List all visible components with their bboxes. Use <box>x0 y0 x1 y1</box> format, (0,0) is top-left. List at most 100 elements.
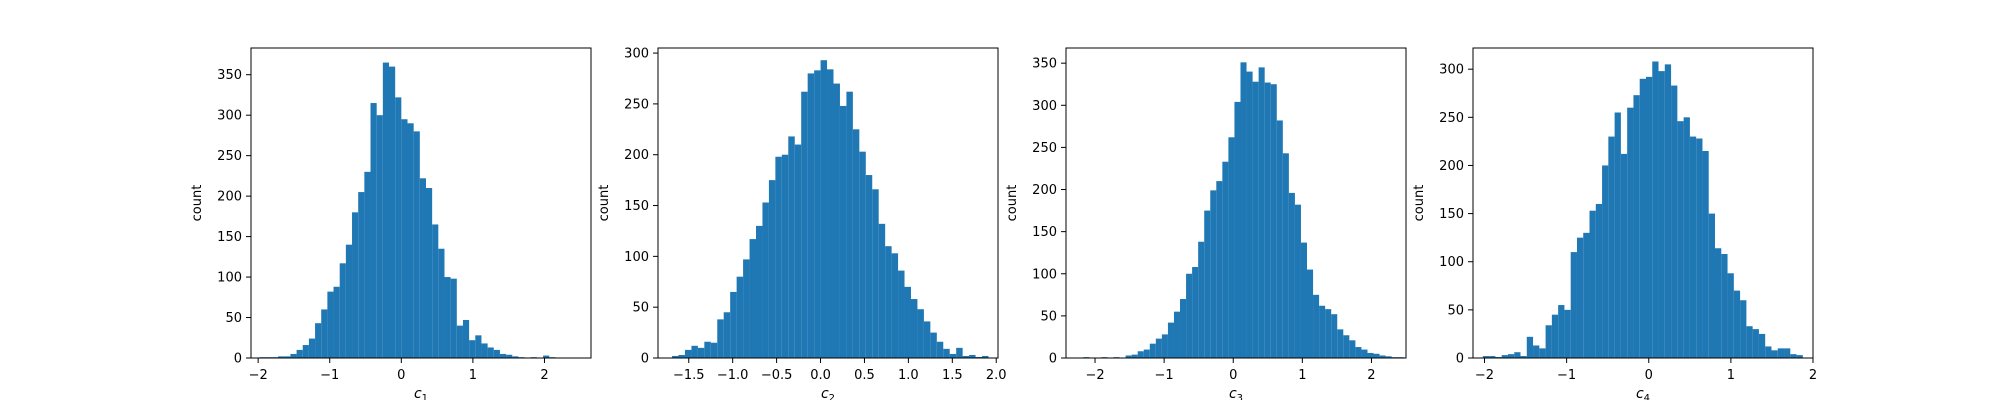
histogram-bar <box>1313 294 1320 358</box>
histogram-bar <box>1385 356 1392 358</box>
axes-frame <box>657 47 999 359</box>
y-tick-label: 50 <box>1040 309 1057 324</box>
histogram-bar <box>1288 192 1295 358</box>
histogram-bar <box>1696 138 1703 358</box>
y-tick-label: 50 <box>632 301 649 316</box>
histogram-bar <box>1222 161 1229 358</box>
histogram-bar <box>1276 120 1283 358</box>
histogram-panel-4: −2 −1 0 1 2 0 50 100 150 200 250 300 c4 count <box>1412 47 1817 404</box>
histogram-bar <box>308 338 316 358</box>
axes-frame <box>1065 47 1407 359</box>
histogram-bar <box>1331 314 1338 358</box>
x-tick-label: 1 <box>1298 368 1306 383</box>
histogram-bar <box>407 123 414 359</box>
y-tick-label: 150 <box>1439 207 1464 222</box>
x-axis-label: c4 <box>1636 386 1650 400</box>
histogram-bar <box>1771 350 1778 358</box>
histogram-bar <box>352 212 359 358</box>
histogram-bar <box>1258 67 1265 359</box>
histogram-bar <box>358 192 365 358</box>
histogram-bar <box>1337 329 1344 358</box>
histogram-bar <box>878 223 886 358</box>
histogram-bar <box>419 178 426 358</box>
histogram-bar <box>885 246 892 358</box>
histogram-bar <box>827 69 834 358</box>
y-tick-label: 200 <box>1032 183 1057 198</box>
histogram-bar <box>1192 267 1199 358</box>
histogram-bar <box>1715 248 1722 358</box>
histogram-bar <box>691 345 698 358</box>
x-tick-label: −2 <box>249 368 268 383</box>
x-tick-label: 2.0 <box>986 368 1007 383</box>
histogram-bar <box>1602 165 1609 358</box>
histogram-bar <box>382 62 390 358</box>
y-axis-label: count <box>1412 185 1427 222</box>
y-tick-label: 250 <box>217 149 242 164</box>
histogram-bar <box>1620 153 1628 358</box>
histogram-bar <box>376 115 383 359</box>
histogram-bar <box>723 312 731 358</box>
histogram-bar <box>315 323 322 358</box>
histogram-bar <box>1608 136 1615 358</box>
histogram-bar <box>807 73 815 358</box>
x-tick-label: 2 <box>1367 368 1375 383</box>
histogram-bar <box>1173 311 1181 358</box>
histogram-bar <box>1683 117 1690 358</box>
histogram-bar <box>949 353 957 358</box>
y-tick-label: 150 <box>1032 225 1057 240</box>
histogram-bar <box>956 347 963 358</box>
histogram-bar <box>1373 353 1380 358</box>
histogram-bar <box>710 342 718 358</box>
histogram-panel-3: −2 −1 0 1 2 0 50 100 150 200 250 300 350 c3 count <box>1005 47 1407 404</box>
histogram-bar <box>846 91 853 358</box>
y-tick-label: 100 <box>624 250 649 265</box>
x-tick-label: 1 <box>469 368 477 383</box>
histogram-bar <box>833 83 840 358</box>
histogram-panel-2: −1.5 −1.0 −0.5 0.0 0.5 1.0 1.5 2.0 0 50 100 150 200 2… <box>597 47 1007 404</box>
histogram-bar <box>672 355 679 358</box>
x-tick-label: 1 <box>1727 368 1735 383</box>
histogram-bar <box>1570 252 1577 358</box>
y-tick-label: 350 <box>217 68 242 83</box>
y-tick-label: 50 <box>225 311 242 326</box>
histogram-bar <box>1758 333 1766 358</box>
y-tick-label: 50 <box>1447 303 1464 318</box>
histogram-bar <box>1652 61 1659 358</box>
x-tick-label: 1.5 <box>942 368 963 383</box>
histogram-bar <box>1583 232 1590 358</box>
y-tick-label: 300 <box>1032 99 1057 114</box>
histogram-bar <box>1627 107 1634 358</box>
y-tick-label: 150 <box>624 199 649 214</box>
histogram-bar <box>717 319 724 358</box>
x-tick-label: −2 <box>1085 368 1104 383</box>
histogram-bar <box>1551 314 1559 358</box>
histogram-bar <box>278 356 285 358</box>
histogram-bar <box>1689 136 1697 358</box>
histogram-bar <box>762 202 769 358</box>
histogram-bar <box>768 180 776 358</box>
histogram-bar <box>469 340 476 358</box>
histogram-bar <box>1639 78 1646 358</box>
histogram-bar <box>904 286 911 358</box>
histogram-bar <box>684 349 692 358</box>
y-tick-label: 0 <box>1049 352 1057 367</box>
y-axis-label: count <box>597 185 612 222</box>
histogram-bar <box>936 341 944 358</box>
histogram-bar <box>839 105 847 359</box>
histogram-bar <box>475 335 482 358</box>
y-tick-label: 100 <box>1439 255 1464 270</box>
x-tick-label: 0 <box>397 368 405 383</box>
histogram-bar <box>512 356 519 358</box>
y-tick-label: 0 <box>1456 352 1464 367</box>
x-tick-label: −1.0 <box>717 368 749 383</box>
y-tick-label: 250 <box>1032 141 1057 156</box>
y-tick-label: 100 <box>1032 267 1057 282</box>
histogram-bar <box>1576 237 1584 358</box>
histogram-bar <box>697 347 705 358</box>
histogram-bar <box>704 341 711 358</box>
histogram-bar <box>775 156 782 358</box>
histogram-panel-1: −2 −1 0 1 2 0 50 100 150 200 250 300 350 c1 count <box>190 47 592 404</box>
histogram-bar <box>736 276 744 358</box>
